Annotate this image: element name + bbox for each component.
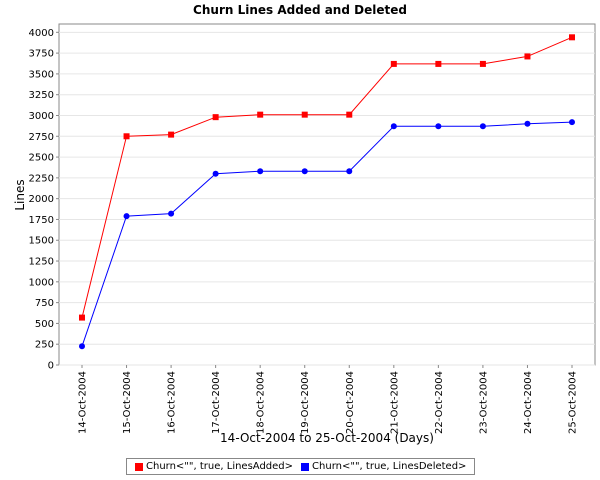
- data-point: [435, 60, 442, 67]
- series-line-1: [81, 121, 573, 347]
- x-tick-label: 20-Oct-2004: [345, 371, 356, 434]
- x-tick-label: 14-Oct-2004: [78, 371, 89, 434]
- x-axis-title: 14-Oct-2004 to 25-Oct-2004 (Days): [220, 431, 434, 445]
- y-tick-label: 1750: [29, 215, 54, 226]
- x-tick-labels: 14-Oct-2004 15-Oct-2004 16-Oct-2004 17-Oct-…: [78, 365, 579, 434]
- y-tick-labels: 0 250 500 750 1000 1250 1500 1750 2000 2250 2500 27…: [29, 28, 59, 372]
- chart-legend: Churn<"", true, LinesAdded> Churn<"", tr…: [126, 458, 476, 475]
- y-tick-label: 3500: [29, 69, 54, 80]
- y-tick-label: 3250: [29, 90, 54, 101]
- y-tick-label: 0: [48, 361, 54, 372]
- legend-swatch-added: [135, 462, 143, 471]
- legend-label-deleted: Churn<"", true, LinesDeleted>: [312, 461, 467, 472]
- y-tick-label: 2000: [29, 194, 54, 205]
- x-tick-label: 24-Oct-2004: [523, 371, 534, 434]
- data-point: [479, 123, 486, 130]
- data-point: [168, 210, 175, 217]
- chart-title: Churn Lines Added and Deleted: [193, 3, 407, 17]
- data-point: [390, 123, 397, 130]
- data-point: [346, 168, 353, 175]
- grid-lines: [59, 31, 595, 366]
- y-tick-label: 2500: [29, 153, 54, 164]
- data-point: [301, 168, 308, 175]
- y-tick-label: 2250: [29, 173, 54, 184]
- y-tick-label: 1000: [29, 277, 54, 288]
- legend-item-added: Churn<"", true, LinesAdded>: [135, 461, 293, 472]
- x-tick-label: 15-Oct-2004: [122, 371, 133, 434]
- x-tick-label: 22-Oct-2004: [434, 371, 445, 434]
- y-tick-label: 250: [35, 340, 54, 351]
- data-point: [257, 168, 264, 175]
- legend-swatch-deleted: [301, 462, 310, 471]
- y-axis-title: Lines: [13, 179, 27, 210]
- data-point: [212, 114, 219, 121]
- data-point: [212, 170, 219, 177]
- data-point: [257, 111, 264, 118]
- x-tick-label: 19-Oct-2004: [300, 371, 311, 434]
- data-point: [168, 131, 175, 138]
- x-tick-label: 25-Oct-2004: [568, 371, 579, 434]
- data-point: [301, 111, 308, 118]
- plot-area: [58, 23, 596, 366]
- data-point: [569, 34, 575, 41]
- data-point: [79, 314, 85, 321]
- y-tick-label: 750: [35, 298, 54, 309]
- legend-item-deleted: Churn<"", true, LinesDeleted>: [301, 461, 466, 472]
- y-tick-label: 3750: [29, 49, 54, 60]
- y-tick-label: 2750: [29, 132, 54, 143]
- y-tick-label: 4000: [29, 28, 54, 39]
- data-point: [479, 60, 486, 67]
- y-tick-label: 1250: [29, 257, 54, 268]
- data-point: [390, 60, 397, 67]
- data-point: [346, 111, 353, 118]
- data-point: [524, 53, 531, 60]
- y-tick-label: 1500: [29, 236, 54, 247]
- data-point: [524, 120, 531, 127]
- y-tick-label: 3000: [29, 111, 54, 122]
- data-point: [123, 133, 130, 140]
- x-tick-label: 21-Oct-2004: [389, 371, 400, 434]
- x-tick-label: 18-Oct-2004: [256, 371, 267, 434]
- data-point: [79, 343, 85, 350]
- data-point: [123, 213, 130, 220]
- series-line-0: [81, 36, 573, 318]
- data-point: [435, 123, 442, 130]
- x-tick-label: 16-Oct-2004: [167, 371, 178, 434]
- data-point: [569, 119, 575, 126]
- x-tick-label: 17-Oct-2004: [211, 371, 222, 434]
- series-layer: [79, 34, 575, 350]
- legend-label-added: Churn<"", true, LinesAdded>: [146, 461, 294, 472]
- x-tick-label: 23-Oct-2004: [478, 371, 489, 434]
- y-tick-label: 500: [35, 319, 54, 330]
